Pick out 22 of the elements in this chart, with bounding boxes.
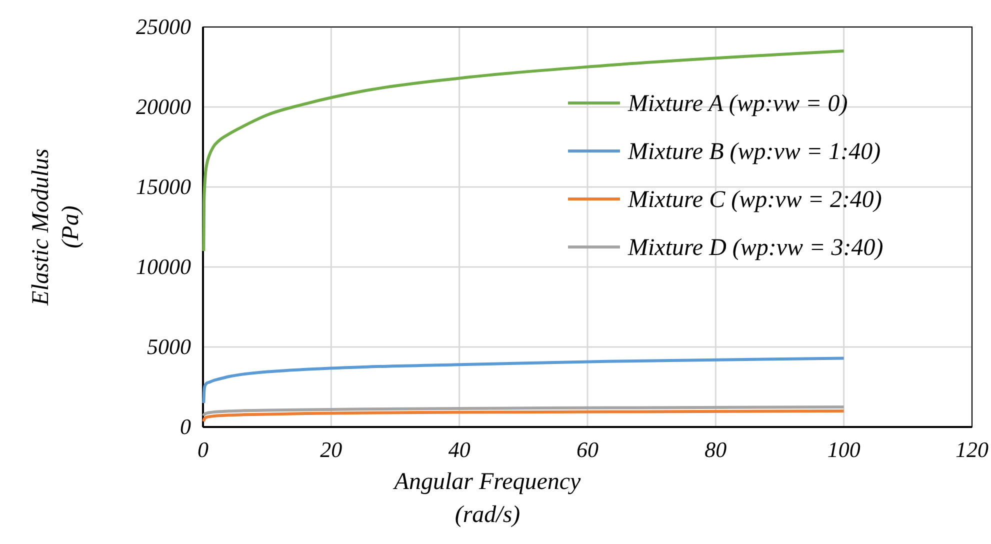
y-tick-label: 20000 bbox=[136, 94, 191, 119]
y-axis-title: Elastic Modulus (Pa) bbox=[28, 148, 84, 306]
line-series bbox=[202, 406, 846, 418]
y-tick-label: 0 bbox=[180, 414, 191, 439]
y-tick-label: 10000 bbox=[136, 254, 191, 279]
legend-label: Mixture D (wp:vw = 3:40) bbox=[627, 235, 884, 261]
x-tick-label: 60 bbox=[576, 437, 598, 462]
line-series bbox=[202, 410, 846, 423]
y-tick-label: 25000 bbox=[136, 14, 191, 39]
x-tick-label: 120 bbox=[956, 437, 988, 462]
x-tick-label: 20 bbox=[320, 437, 342, 462]
x-tick-label: 100 bbox=[827, 437, 860, 462]
y-tick-label: 5000 bbox=[147, 334, 191, 359]
x-tick-label: 80 bbox=[704, 437, 727, 462]
y-tick-label: 15000 bbox=[136, 174, 191, 199]
legend-label: Mixture C (wp:vw = 2:40) bbox=[627, 187, 882, 213]
legend-label: Mixture B (wp:vw = 1:40) bbox=[627, 139, 881, 165]
x-axis-title: Angular Frequency (rad/s) bbox=[392, 469, 582, 528]
x-tick-label: 40 bbox=[448, 437, 470, 462]
x-tick-label: 0 bbox=[198, 437, 208, 462]
line-series bbox=[202, 356, 846, 404]
legend-label: Mixture A (wp:vw = 0) bbox=[627, 91, 848, 117]
